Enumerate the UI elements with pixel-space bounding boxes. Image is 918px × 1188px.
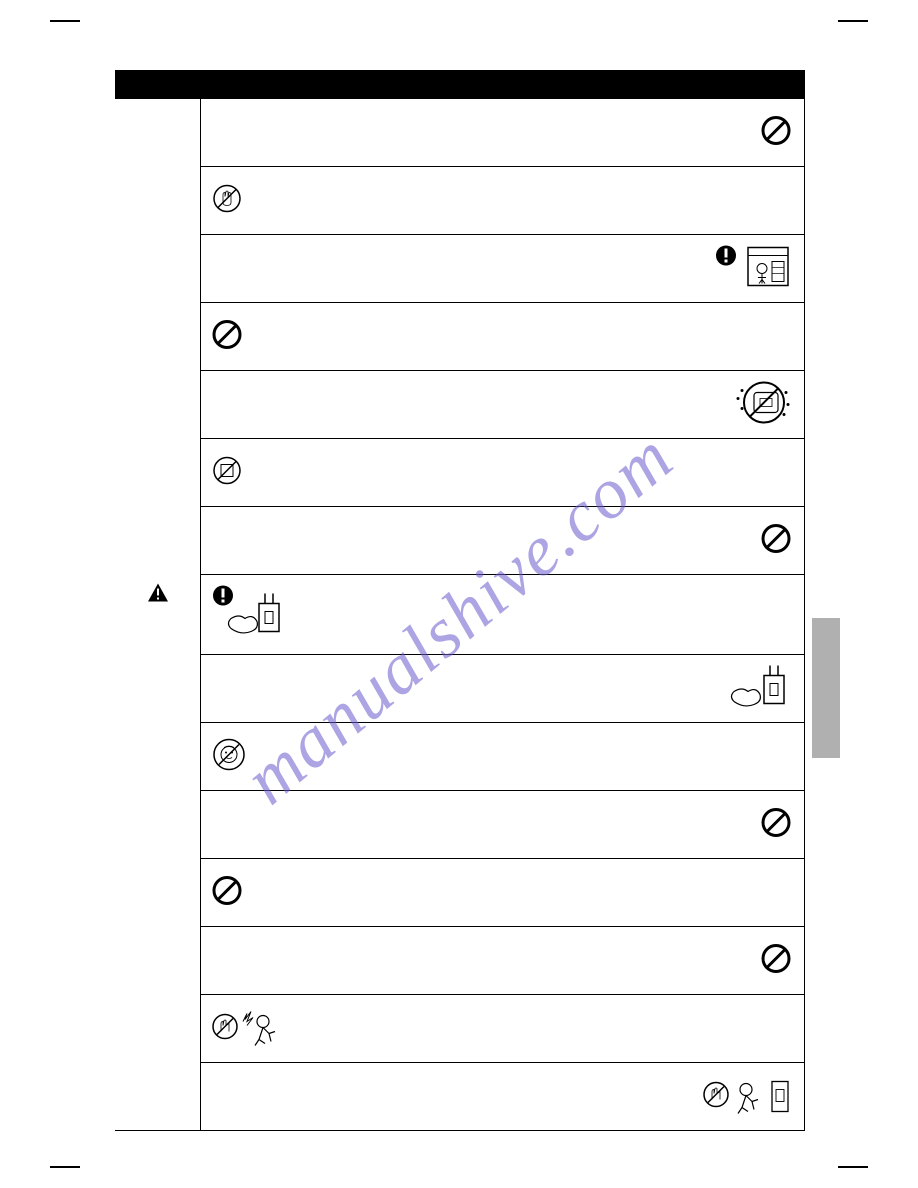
page-frame — [115, 70, 805, 1120]
prohibit-icon — [760, 942, 792, 979]
no-water-splash-unit-icon — [734, 378, 792, 431]
safety-table — [115, 98, 805, 1131]
no-child-face-icon — [211, 736, 247, 777]
crop-mark-top-right — [838, 20, 868, 22]
row-7 — [200, 507, 805, 575]
crop-mark-bottom-left — [50, 1166, 80, 1168]
prohibit-icon — [760, 114, 792, 151]
no-touch-child-outlet-icon — [702, 1071, 792, 1122]
row-14 — [200, 995, 805, 1063]
alert-plug-smoke-icon — [211, 583, 287, 646]
no-touch-hand-icon — [211, 182, 243, 219]
row-3 — [200, 235, 805, 303]
row-10 — [200, 723, 805, 791]
row-5 — [200, 371, 805, 439]
header-black-bar — [115, 70, 805, 98]
plug-smoke-icon — [726, 661, 792, 716]
row-15 — [200, 1063, 805, 1131]
prohibit-icon — [760, 522, 792, 559]
warning-triangle-icon — [147, 583, 169, 608]
prohibit-icon — [760, 806, 792, 843]
crop-mark-top-left — [50, 20, 80, 22]
row-11 — [200, 791, 805, 859]
row-1 — [200, 99, 805, 167]
alert-window-illustration-icon — [714, 243, 792, 294]
row-8 — [200, 575, 805, 655]
no-touch-child-spark-icon — [211, 1003, 287, 1054]
row-12 — [200, 859, 805, 927]
no-wet-unit-icon — [211, 454, 243, 491]
row-13 — [200, 927, 805, 995]
prohibit-icon — [211, 318, 243, 355]
prohibit-icon — [211, 874, 243, 911]
side-tab — [812, 618, 840, 758]
row-6 — [200, 439, 805, 507]
left-warning-column — [115, 99, 200, 1131]
row-9 — [200, 655, 805, 723]
row-4 — [200, 303, 805, 371]
crop-mark-bottom-right — [838, 1166, 868, 1168]
row-2 — [200, 167, 805, 235]
